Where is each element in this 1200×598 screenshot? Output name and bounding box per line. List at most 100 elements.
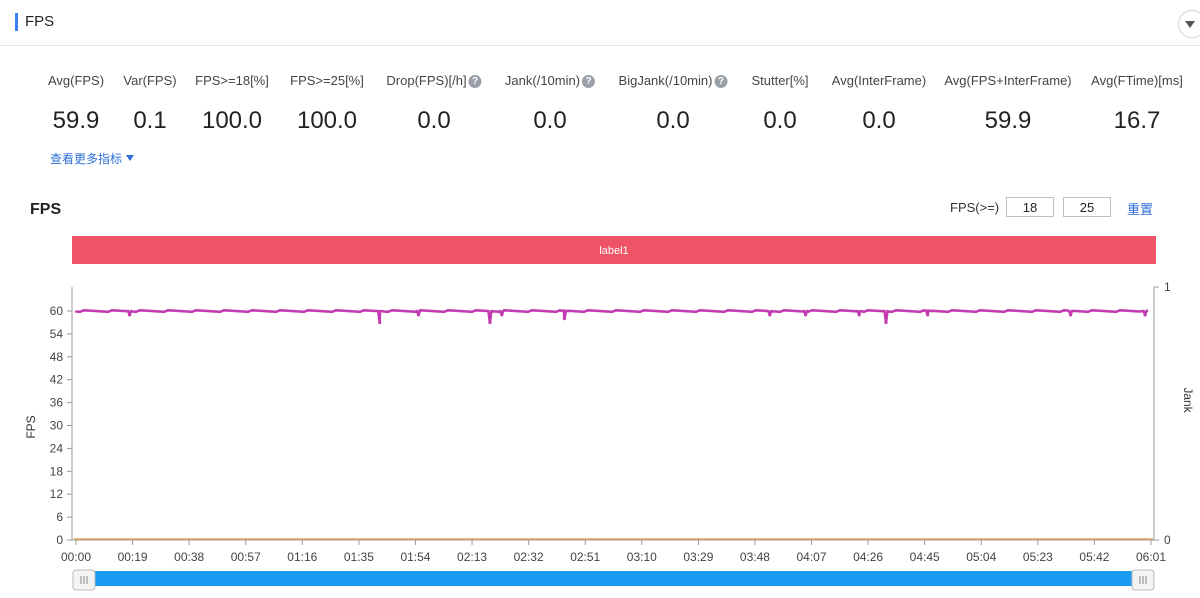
fps-dip-point bbox=[1068, 313, 1073, 317]
fps-dip-point bbox=[416, 313, 421, 317]
metric-label: Drop(FPS)[/h]? bbox=[386, 73, 482, 88]
y-tick-label: 36 bbox=[50, 396, 64, 410]
caret-down-icon bbox=[126, 155, 135, 161]
x-tick-label: 00:38 bbox=[174, 550, 204, 564]
more-metrics-link[interactable]: 查看更多指标 bbox=[50, 150, 135, 167]
y-tick-label: 42 bbox=[50, 373, 64, 387]
fps-dip-point bbox=[768, 313, 772, 317]
metric-value: 0.0 bbox=[417, 107, 451, 134]
metric-label-text: FPS>=25[%] bbox=[290, 73, 364, 88]
metric-label: Var(FPS) bbox=[123, 73, 176, 88]
fps-dip-point bbox=[562, 317, 566, 321]
metric-label-text: Stutter[%] bbox=[751, 73, 809, 88]
metric-value: 59.9 bbox=[984, 107, 1032, 134]
collapse-button[interactable] bbox=[1178, 10, 1200, 38]
metric-value: 59.9 bbox=[52, 107, 100, 134]
metric-label-text: Avg(FPS+InterFrame) bbox=[944, 73, 1072, 88]
x-tick-label: 03:48 bbox=[740, 550, 770, 564]
x-tick-label: 05:23 bbox=[1023, 550, 1053, 564]
y-tick-label: 6 bbox=[56, 510, 63, 524]
y-tick-label: 12 bbox=[50, 487, 64, 501]
metric-value: 0.0 bbox=[533, 107, 567, 134]
y2-axis-label: Jank bbox=[1181, 387, 1195, 413]
x-tick-label: 01:54 bbox=[400, 550, 430, 564]
more-metrics-label: 查看更多指标 bbox=[50, 152, 123, 166]
metric-label-text: FPS>=18[%] bbox=[195, 73, 269, 88]
metric-label-text: Avg(FTime)[ms] bbox=[1091, 73, 1183, 88]
fps-dip-point bbox=[803, 313, 808, 317]
range-slider-track[interactable] bbox=[75, 571, 1154, 586]
metric-label: Avg(InterFrame) bbox=[832, 73, 926, 88]
x-tick-label: 02:51 bbox=[570, 550, 600, 564]
metric-label: Avg(FPS+InterFrame) bbox=[944, 73, 1071, 88]
fps-threshold-label: FPS(>=) bbox=[950, 200, 1000, 215]
metric-label: BigJank(/10min)? bbox=[619, 73, 728, 88]
question-circle-icon[interactable]: ? bbox=[714, 75, 728, 88]
section-title: FPS bbox=[25, 13, 55, 30]
x-tick-label: 00:00 bbox=[61, 550, 91, 564]
y-tick-label: 30 bbox=[50, 419, 64, 433]
y-axis-label: FPS bbox=[24, 415, 38, 438]
x-tick-label: 04:26 bbox=[853, 550, 883, 564]
fps-dip-point bbox=[926, 313, 930, 317]
x-tick-label: 05:42 bbox=[1079, 550, 1109, 564]
y2-tick-label: 0 bbox=[1164, 533, 1171, 547]
label-band[interactable] bbox=[72, 236, 1156, 264]
x-tick-label: 00:19 bbox=[118, 550, 148, 564]
label-band-text: label1 bbox=[599, 245, 628, 257]
metric-value: 0.1 bbox=[133, 107, 167, 134]
y-tick-label: 24 bbox=[50, 441, 64, 455]
fps-series-line bbox=[74, 309, 1149, 324]
x-tick-label: 04:45 bbox=[910, 550, 940, 564]
metric-label-text: Var(FPS) bbox=[123, 73, 177, 88]
metric-label: Avg(FPS) bbox=[48, 73, 104, 88]
x-tick-label: 06:01 bbox=[1136, 550, 1166, 564]
x-tick-label: 01:16 bbox=[287, 550, 317, 564]
y-tick-label: 60 bbox=[50, 304, 64, 318]
y-tick-label: 54 bbox=[50, 327, 64, 341]
chart-title: FPS bbox=[30, 201, 62, 218]
metric-value: 0.0 bbox=[763, 107, 797, 134]
metric-label-text: Jank(/10min) bbox=[504, 73, 581, 88]
metric-label: FPS>=25[%] bbox=[290, 73, 364, 88]
metric-label-text: Drop(FPS)[/h] bbox=[386, 73, 467, 88]
metric-label-text: Avg(FPS) bbox=[47, 73, 105, 88]
fps-dip-point bbox=[378, 320, 382, 325]
x-tick-label: 00:57 bbox=[231, 550, 261, 564]
x-tick-label: 04:07 bbox=[797, 550, 827, 564]
y-tick-label: 0 bbox=[56, 533, 63, 547]
metric-value: 100.0 bbox=[201, 107, 263, 134]
metric-label: Avg(FTime)[ms] bbox=[1091, 73, 1183, 88]
header-accent-bar bbox=[15, 13, 18, 31]
x-tick-label: 03:29 bbox=[683, 550, 713, 564]
fps-dip-point bbox=[500, 313, 504, 317]
x-tick-label: 02:32 bbox=[514, 550, 544, 564]
question-circle-icon[interactable]: ? bbox=[582, 75, 596, 88]
section-header: FPS bbox=[0, 0, 1200, 46]
y-tick-label: 18 bbox=[50, 464, 64, 478]
y-tick-label: 48 bbox=[50, 350, 64, 364]
x-tick-label: 03:10 bbox=[627, 550, 657, 564]
x-tick-label: 02:13 bbox=[457, 550, 487, 564]
metric-label: Stutter[%] bbox=[751, 73, 808, 88]
question-circle-icon[interactable]: ? bbox=[468, 75, 482, 88]
fps-dip-point bbox=[884, 320, 888, 325]
reset-button[interactable]: 重置 bbox=[1127, 202, 1154, 217]
fps-dip-point bbox=[128, 313, 132, 317]
fps-dip-point bbox=[1143, 313, 1147, 317]
y2-tick-label: 1 bbox=[1164, 280, 1171, 294]
chevron-down-icon bbox=[1185, 21, 1195, 28]
metric-label: Jank(/10min)? bbox=[504, 73, 596, 88]
x-tick-label: 05:04 bbox=[966, 550, 996, 564]
metric-label: FPS>=18[%] bbox=[195, 73, 269, 88]
metric-value: 16.7 bbox=[1113, 107, 1161, 134]
metric-label-text: BigJank(/10min) bbox=[618, 73, 713, 88]
metric-value: 100.0 bbox=[296, 107, 358, 134]
metric-value: 0.0 bbox=[656, 107, 690, 134]
fps-threshold-low-input[interactable] bbox=[1006, 197, 1054, 217]
fps-dip-point bbox=[857, 313, 861, 317]
metric-label-text: Avg(InterFrame) bbox=[831, 73, 927, 88]
fps-dip-point bbox=[488, 320, 492, 325]
fps-threshold-high-input[interactable] bbox=[1063, 197, 1111, 217]
